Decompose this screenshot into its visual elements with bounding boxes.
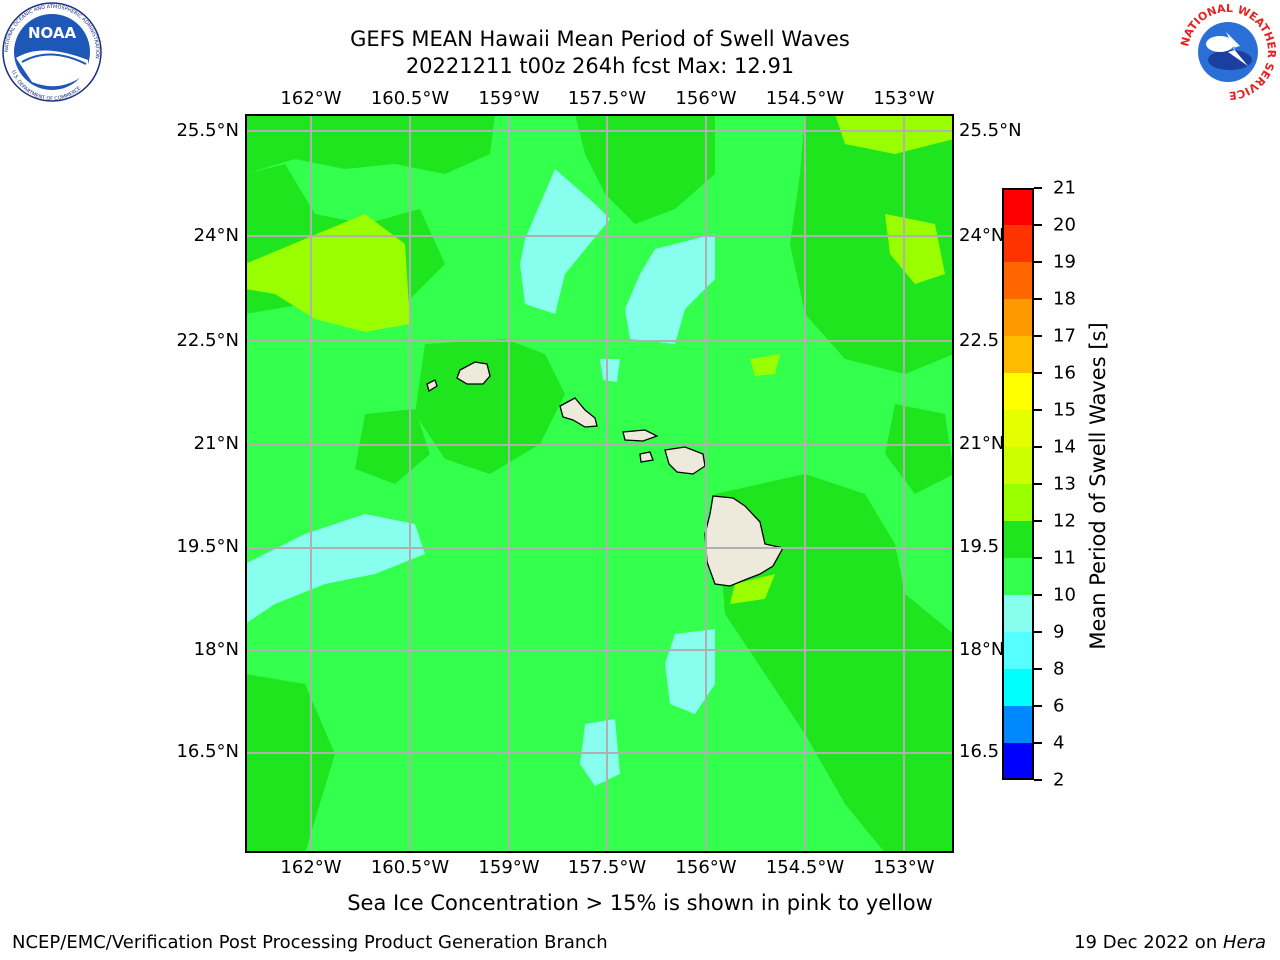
colorbar-tick-label: 17: [1053, 325, 1076, 347]
colorbar-tick-mark: [1034, 594, 1042, 596]
lon-label-top: 162°W: [280, 88, 342, 109]
land-islands: [426, 361, 784, 587]
colorbar-tick-label: 12: [1053, 510, 1076, 532]
colorbar-tick-label: 8: [1053, 658, 1065, 680]
colorbar-tick-mark: [1034, 483, 1042, 485]
footer-date-text: 19 Dec 2022 on: [1074, 932, 1223, 953]
lat-label-left: 22.5°N: [176, 330, 239, 351]
colorbar-tick-label: 16: [1053, 362, 1076, 384]
colorbar-tick-label: 2: [1053, 769, 1065, 791]
footer-date: 19 Dec 2022 on Hera: [1074, 932, 1266, 953]
nws-logo-icon: NATIONAL WEATHER SERVICE: [1178, 2, 1278, 102]
lat-label-right: 25.5°N: [959, 120, 1022, 141]
sea-ice-note: Sea Ice Concentration > 15% is shown in …: [347, 891, 933, 915]
lat-label-right: 18°N: [959, 639, 1005, 660]
swell-period-map: [245, 114, 954, 853]
noaa-logo-icon: NATIONAL OCEANIC AND ATMOSPHERIC ADMINIS…: [2, 2, 102, 102]
colorbar-swatch: [1002, 188, 1034, 226]
lon-label-bottom: 162°W: [280, 857, 342, 878]
lon-label-top: 153°W: [873, 88, 935, 109]
lon-label-bottom: 156°W: [675, 857, 737, 878]
lon-label-bottom: 159°W: [478, 857, 540, 878]
lon-label-bottom: 153°W: [873, 857, 935, 878]
colorbar-tick-mark: [1034, 187, 1042, 189]
colorbar-tick-mark: [1034, 779, 1042, 781]
colorbar-swatch: [1002, 225, 1034, 263]
colorbar-swatch: [1002, 299, 1034, 337]
colorbar-tick-label: 10: [1053, 584, 1076, 606]
colorbar-tick-mark: [1034, 298, 1042, 300]
lat-label-right: 19.5: [959, 536, 1000, 557]
lat-label-left: 21°N: [193, 433, 239, 454]
colorbar-frame: [1002, 188, 1034, 780]
colorbar-tick-label: 20: [1053, 214, 1076, 236]
colorbar-swatch: [1002, 484, 1034, 522]
colorbar-tick-label: 9: [1053, 621, 1065, 643]
lat-label-left: 19.5°N: [176, 536, 239, 557]
colorbar-swatch: [1002, 558, 1034, 596]
lat-label-right: 16.5: [959, 741, 1000, 762]
footer-branch: NCEP/EMC/Verification Post Processing Pr…: [12, 932, 608, 953]
colorbar-swatch: [1002, 447, 1034, 485]
map-frame: [245, 114, 954, 853]
colorbar-swatch: [1002, 632, 1034, 670]
colorbar-swatch: [1002, 595, 1034, 633]
colorbar-tick-label: 4: [1053, 732, 1065, 754]
colorbar-tick-mark: [1034, 705, 1042, 707]
colorbar-tick-label: 19: [1053, 251, 1076, 273]
colorbar-tick-mark: [1034, 631, 1042, 633]
colorbar-tick-mark: [1034, 224, 1042, 226]
svg-text:NOAA: NOAA: [28, 24, 77, 42]
lon-label-bottom: 160.5°W: [370, 857, 450, 878]
lat-label-left: 18°N: [193, 639, 239, 660]
lon-label-top: 160.5°W: [370, 88, 450, 109]
colorbar-tick-mark: [1034, 742, 1042, 744]
chart-subtitle: 20221211 t00z 264h fcst Max: 12.91: [405, 54, 795, 78]
lon-label-top: 159°W: [478, 88, 540, 109]
colorbar-swatch: [1002, 410, 1034, 448]
colorbar: [1002, 188, 1034, 780]
colorbar-tick-mark: [1034, 409, 1042, 411]
colorbar-swatch: [1002, 521, 1034, 559]
lat-label-right: 21°N: [959, 433, 1005, 454]
footer-host: Hera: [1222, 932, 1266, 953]
colorbar-tick-label: 13: [1053, 473, 1076, 495]
lon-label-bottom: 154.5°W: [765, 857, 845, 878]
colorbar-tick-mark: [1034, 446, 1042, 448]
yellow-green-regions: [245, 114, 954, 604]
lat-label-left: 25.5°N: [176, 120, 239, 141]
colorbar-swatch: [1002, 669, 1034, 707]
colorbar-tick-mark: [1034, 372, 1042, 374]
colorbar-swatch: [1002, 373, 1034, 411]
colorbar-tick-label: 11: [1053, 547, 1076, 569]
lat-label-left: 24°N: [193, 225, 239, 246]
colorbar-tick-label: 18: [1053, 288, 1076, 310]
colorbar-swatch: [1002, 336, 1034, 374]
colorbar-tick-mark: [1034, 557, 1042, 559]
graticule: [245, 114, 954, 853]
lon-label-top: 156°W: [675, 88, 737, 109]
colorbar-tick-mark: [1034, 668, 1042, 670]
lon-label-top: 154.5°W: [765, 88, 845, 109]
colorbar-tick-mark: [1034, 335, 1042, 337]
colorbar-swatch: [1002, 743, 1034, 780]
lon-label-top: 157.5°W: [567, 88, 647, 109]
colorbar-tick-mark: [1034, 261, 1042, 263]
colorbar-tick-mark: [1034, 520, 1042, 522]
lat-label-left: 16.5°N: [176, 741, 239, 762]
colorbar-swatch: [1002, 706, 1034, 744]
lat-label-right: 24°N: [959, 225, 1005, 246]
colorbar-tick-label: 14: [1053, 436, 1076, 458]
lat-label-right: 22.5: [959, 330, 1000, 351]
chart-title: GEFS MEAN Hawaii Mean Period of Swell Wa…: [350, 27, 850, 51]
colorbar-tick-label: 21: [1053, 177, 1076, 199]
colorbar-tick-label: 15: [1053, 399, 1076, 421]
lon-label-bottom: 157.5°W: [567, 857, 647, 878]
colorbar-label: Mean Period of Swell Waves [s]: [1086, 322, 1110, 650]
colorbar-swatch: [1002, 262, 1034, 300]
colorbar-tick-label: 6: [1053, 695, 1065, 717]
